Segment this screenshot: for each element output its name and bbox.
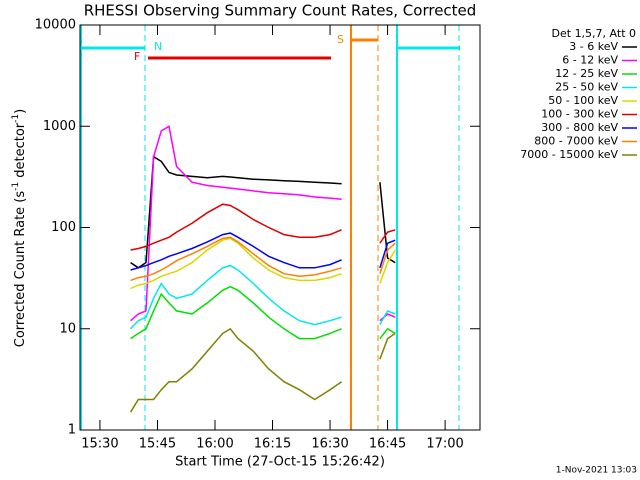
chart-title: RHESSI Observing Summary Count Rates, Co… (84, 2, 477, 20)
legend-title: Det 1,5,7, Att 0 (552, 27, 636, 40)
y-label-part: -1 (11, 182, 21, 191)
flag-label: S (337, 33, 344, 46)
legend-label: 300 - 800 keV (541, 121, 618, 134)
y-tick-label: 1000 (43, 119, 76, 134)
series-line (130, 232, 342, 271)
series-line (379, 332, 396, 360)
series-line (379, 182, 396, 264)
legend-label: 3 - 6 keV (569, 40, 618, 53)
legend-label: 100 - 300 keV (541, 108, 618, 121)
series-line (379, 327, 396, 340)
series-line (379, 313, 396, 322)
series-line (130, 155, 342, 269)
y-label-part: -1 (11, 114, 21, 123)
flags: N F S (80, 25, 460, 430)
series-line (130, 125, 342, 322)
legend-label: 25 - 50 keV (555, 81, 618, 94)
series-line (129, 327, 343, 413)
x-tick-label: 16:45 (369, 437, 406, 452)
x-tick-label: 16:00 (196, 437, 233, 452)
y-axis-label: Corrected Count Rate (s-1 detector-1) (11, 109, 28, 347)
x-tick-label: 17:00 (426, 437, 463, 452)
y-label-part: Corrected Count Rate (s (13, 191, 28, 348)
y-label-part: ) (13, 109, 28, 114)
series-line (379, 309, 396, 325)
legend-label: 50 - 100 keV (548, 94, 618, 107)
series-line (379, 249, 396, 284)
series-line (379, 229, 396, 244)
plot-frame (79, 24, 481, 431)
series-line (130, 285, 342, 340)
x-tick-label: 16:30 (311, 437, 348, 452)
y-tick-label: 100 (51, 220, 76, 235)
footer: 1-Nov-2021 13:03 (556, 466, 637, 476)
series-line (379, 242, 396, 274)
x-tick-label: 16:15 (254, 437, 291, 452)
legend-label: 7000 - 15000 keV (520, 148, 618, 161)
x-tick-label: 15:30 (81, 437, 118, 452)
x-tick-label: 15:45 (139, 437, 176, 452)
legend-label: 12 - 25 keV (555, 67, 618, 80)
legend-label: 6 - 12 keV (562, 54, 618, 67)
y-label-part: detector (13, 122, 28, 182)
legend-label: 800 - 7000 keV (534, 135, 618, 148)
y-tick-label: 1 (68, 423, 76, 438)
flag-label: F (134, 50, 140, 63)
series-line (379, 239, 396, 269)
series-line (130, 237, 342, 290)
y-tick-label: 10000 (35, 18, 76, 33)
flag-label: N (154, 40, 162, 53)
x-axis-label: Start Time (27-Oct-15 15:26:42) (175, 455, 385, 470)
series-line (130, 264, 342, 330)
series-line (130, 203, 342, 251)
series-line (130, 236, 342, 282)
y-tick-label: 10 (59, 321, 76, 336)
